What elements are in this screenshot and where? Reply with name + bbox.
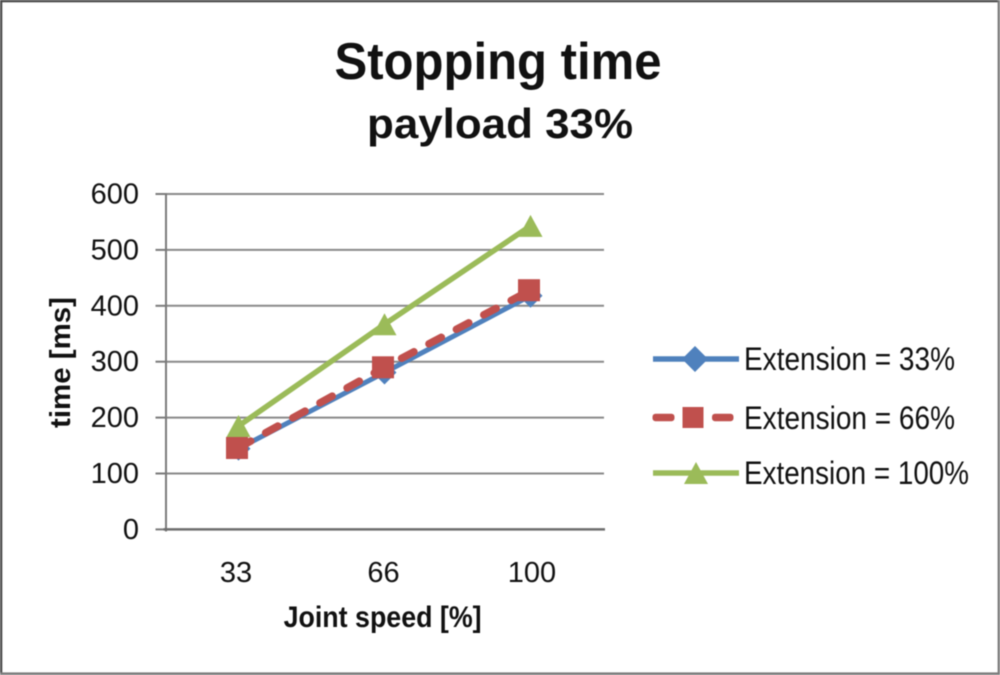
svg-text:33: 33 [220, 557, 252, 589]
svg-text:payload 33%: payload 33% [367, 100, 633, 147]
svg-text:200: 200 [91, 402, 139, 434]
svg-text:0: 0 [123, 514, 139, 546]
svg-text:66: 66 [367, 557, 399, 589]
svg-text:100: 100 [508, 557, 556, 589]
svg-text:time [ms]: time [ms] [45, 297, 77, 428]
svg-text:300: 300 [91, 346, 139, 378]
svg-text:600: 600 [91, 179, 139, 211]
svg-text:100: 100 [91, 458, 139, 490]
svg-text:Extension = 100%: Extension = 100% [744, 455, 969, 491]
svg-text:Joint speed [%]: Joint speed [%] [284, 601, 482, 634]
svg-text:Extension = 33%: Extension = 33% [744, 341, 955, 377]
svg-text:Extension = 66%: Extension = 66% [744, 400, 955, 436]
svg-text:400: 400 [91, 290, 139, 322]
svg-text:500: 500 [91, 234, 139, 266]
svg-text:Stopping time: Stopping time [335, 33, 662, 91]
